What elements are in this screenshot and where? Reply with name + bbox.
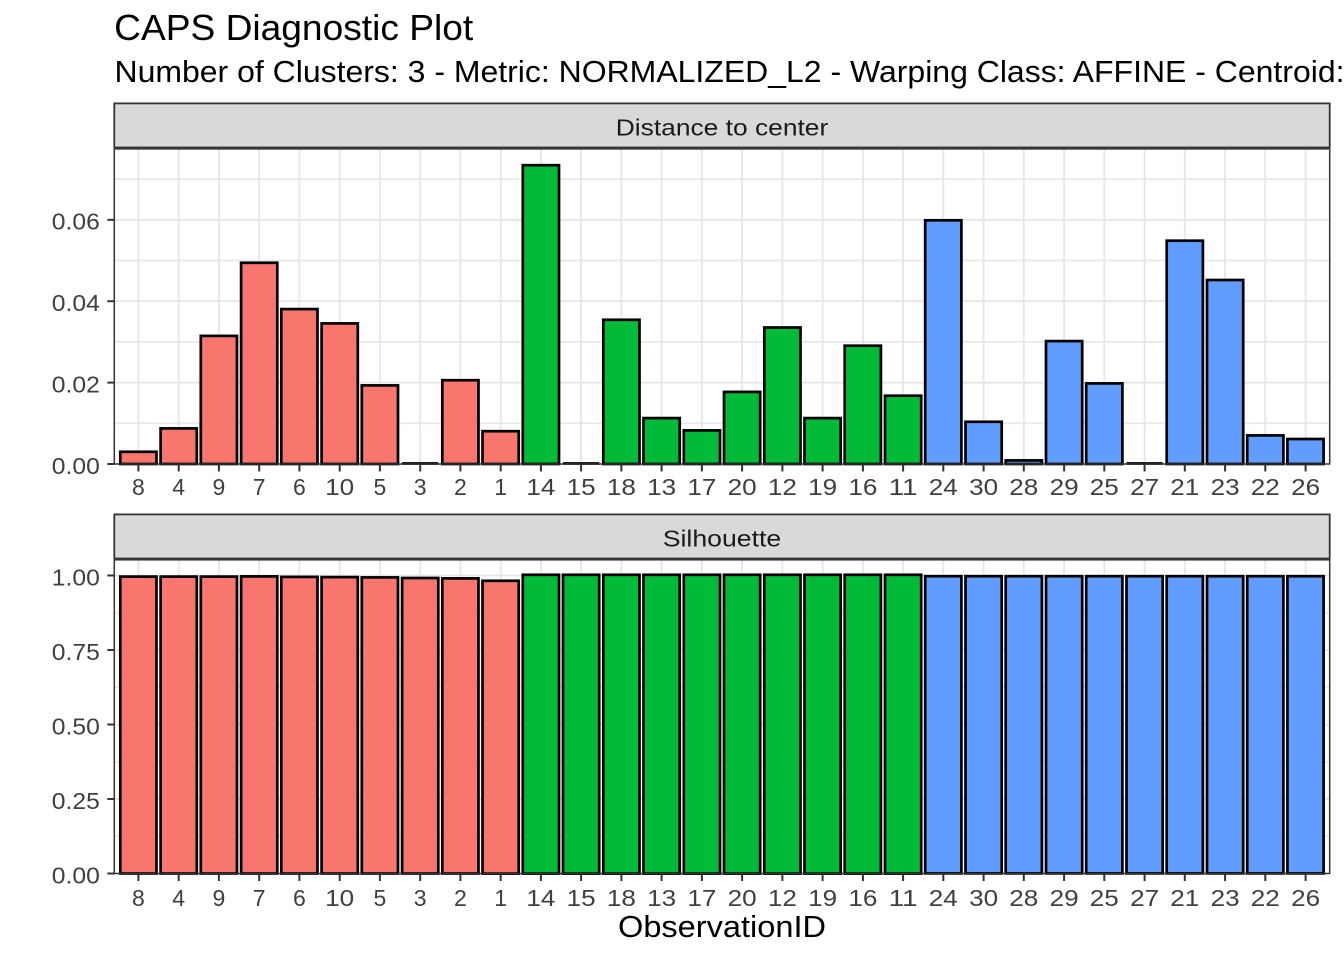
svg-text:10: 10 bbox=[325, 885, 354, 911]
svg-text:9: 9 bbox=[213, 474, 226, 500]
svg-text:12: 12 bbox=[768, 474, 797, 500]
svg-text:Number of Clusters: 3 - Metric: Number of Clusters: 3 - Metric: NORMALIZ… bbox=[115, 55, 1344, 89]
svg-text:0.00: 0.00 bbox=[52, 453, 100, 479]
svg-text:3: 3 bbox=[414, 885, 427, 911]
svg-text:4: 4 bbox=[172, 885, 185, 911]
svg-text:21: 21 bbox=[1170, 474, 1199, 500]
svg-text:6: 6 bbox=[293, 885, 306, 911]
svg-text:20: 20 bbox=[728, 885, 757, 911]
svg-text:13: 13 bbox=[647, 474, 676, 500]
svg-text:25: 25 bbox=[1090, 474, 1119, 500]
svg-text:8: 8 bbox=[132, 885, 145, 911]
svg-text:26: 26 bbox=[1291, 474, 1320, 500]
svg-text:28: 28 bbox=[1009, 885, 1038, 911]
svg-text:24: 24 bbox=[929, 885, 958, 911]
svg-text:5: 5 bbox=[374, 885, 387, 911]
svg-text:16: 16 bbox=[848, 885, 877, 911]
svg-text:18: 18 bbox=[607, 474, 636, 500]
svg-text:27: 27 bbox=[1130, 474, 1159, 500]
svg-text:11: 11 bbox=[889, 885, 918, 911]
svg-text:8: 8 bbox=[132, 474, 145, 500]
svg-text:22: 22 bbox=[1251, 885, 1280, 911]
svg-text:7: 7 bbox=[253, 885, 266, 911]
svg-text:6: 6 bbox=[293, 474, 306, 500]
svg-text:26: 26 bbox=[1291, 885, 1320, 911]
svg-text:0.06: 0.06 bbox=[52, 209, 100, 235]
svg-text:4: 4 bbox=[172, 474, 185, 500]
svg-text:17: 17 bbox=[687, 474, 716, 500]
svg-text:19: 19 bbox=[808, 474, 837, 500]
svg-text:5: 5 bbox=[374, 474, 387, 500]
svg-text:0.75: 0.75 bbox=[52, 639, 100, 665]
svg-text:CAPS Diagnostic Plot: CAPS Diagnostic Plot bbox=[114, 7, 473, 48]
svg-text:2: 2 bbox=[454, 474, 467, 500]
svg-text:23: 23 bbox=[1211, 474, 1240, 500]
svg-text:30: 30 bbox=[969, 885, 998, 911]
svg-text:0.02: 0.02 bbox=[52, 372, 100, 398]
svg-text:22: 22 bbox=[1251, 474, 1280, 500]
svg-text:10: 10 bbox=[325, 474, 354, 500]
svg-text:2: 2 bbox=[454, 885, 467, 911]
svg-text:21: 21 bbox=[1170, 885, 1199, 911]
svg-text:9: 9 bbox=[213, 885, 226, 911]
svg-text:13: 13 bbox=[647, 885, 676, 911]
svg-text:3: 3 bbox=[414, 474, 427, 500]
svg-text:ObservationID: ObservationID bbox=[618, 909, 826, 944]
svg-text:28: 28 bbox=[1009, 474, 1038, 500]
svg-text:23: 23 bbox=[1211, 885, 1240, 911]
svg-text:14: 14 bbox=[526, 474, 555, 500]
svg-text:29: 29 bbox=[1050, 474, 1079, 500]
svg-text:1: 1 bbox=[494, 885, 507, 911]
svg-text:0.04: 0.04 bbox=[52, 290, 100, 316]
svg-text:Silhouette: Silhouette bbox=[663, 525, 782, 551]
svg-text:30: 30 bbox=[969, 474, 998, 500]
svg-text:0.25: 0.25 bbox=[52, 788, 100, 814]
svg-text:1.00: 1.00 bbox=[52, 564, 100, 590]
svg-text:1: 1 bbox=[494, 474, 507, 500]
svg-text:0.50: 0.50 bbox=[52, 713, 100, 739]
svg-text:15: 15 bbox=[567, 474, 596, 500]
svg-text:7: 7 bbox=[253, 474, 266, 500]
svg-text:19: 19 bbox=[808, 885, 837, 911]
svg-text:14: 14 bbox=[526, 885, 555, 911]
svg-text:Distance to center: Distance to center bbox=[616, 114, 829, 140]
svg-text:17: 17 bbox=[687, 885, 716, 911]
svg-text:20: 20 bbox=[728, 474, 757, 500]
svg-text:18: 18 bbox=[607, 885, 636, 911]
svg-text:24: 24 bbox=[929, 474, 958, 500]
svg-text:15: 15 bbox=[567, 885, 596, 911]
svg-text:11: 11 bbox=[889, 474, 918, 500]
svg-text:27: 27 bbox=[1130, 885, 1159, 911]
svg-text:16: 16 bbox=[848, 474, 877, 500]
svg-text:29: 29 bbox=[1050, 885, 1079, 911]
svg-text:25: 25 bbox=[1090, 885, 1119, 911]
svg-text:0.00: 0.00 bbox=[52, 862, 100, 888]
svg-text:12: 12 bbox=[768, 885, 797, 911]
